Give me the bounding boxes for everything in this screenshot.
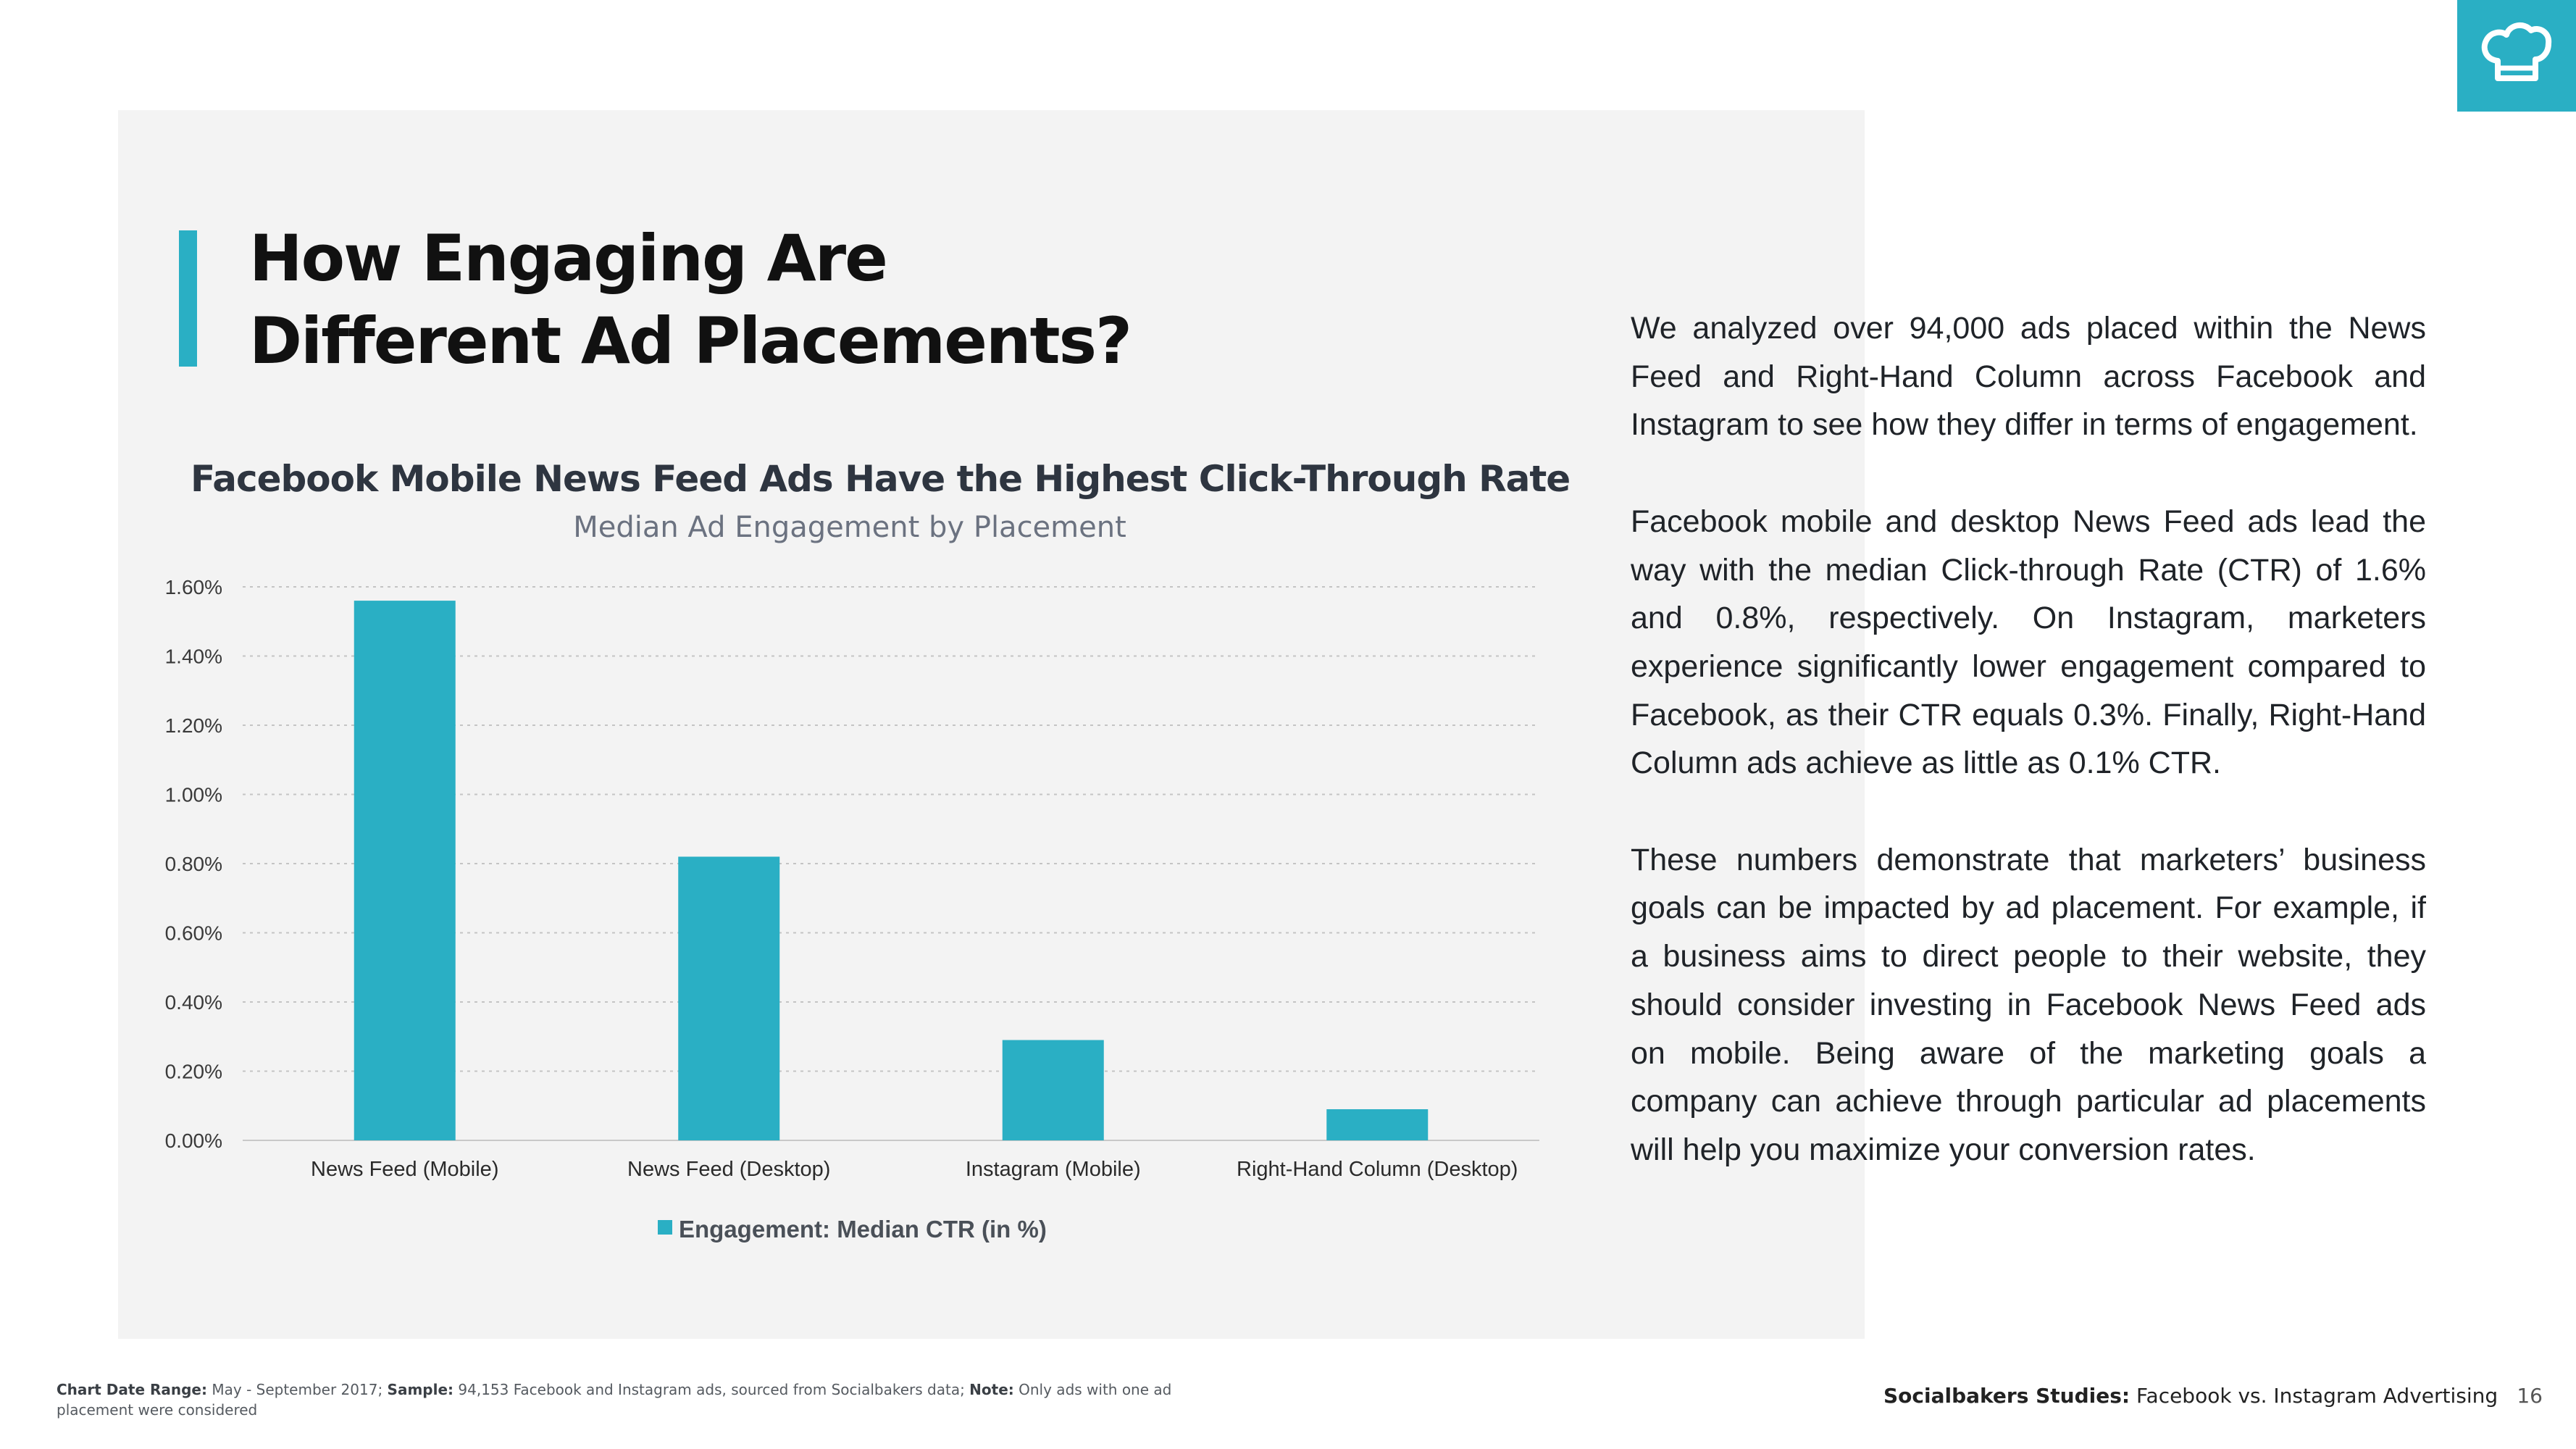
chart-subtitle: Median Ad Engagement by Placement (573, 511, 1126, 544)
body-text: We analyzed over 94,000 ads placed withi… (1631, 304, 2426, 1222)
page-number: 16 (2517, 1384, 2543, 1408)
y-tick-label: 1.40% (165, 646, 222, 668)
chart-bar (1002, 1040, 1104, 1140)
page-title: How Engaging Are Different Ad Placements… (249, 217, 1263, 383)
y-tick-label: 1.60% (165, 576, 222, 598)
chart-legend: Engagement: Median CTR (in %) (658, 1216, 1047, 1243)
y-tick-label: 1.00% (165, 784, 222, 806)
footnote-sample-label: Sample: (387, 1381, 454, 1398)
y-tick-label: 0.80% (165, 853, 222, 875)
brand-logo[interactable] (2457, 0, 2576, 112)
y-tick-label: 0.40% (165, 991, 222, 1014)
chart-bar (678, 856, 780, 1140)
chart-y-axis-ticks: 0.00% 0.20% 0.40% 0.60% 0.80% 1.00% 1.20% 1.40%… (165, 576, 222, 1152)
chart-title: Facebook Mobile News Feed Ads Have the H… (191, 458, 1571, 500)
chart-footnote: Chart Date Range: May - September 2017; … (57, 1379, 1245, 1420)
x-tick-label: News Feed (Mobile) (311, 1158, 498, 1181)
x-tick-label: Instagram (Mobile) (966, 1158, 1141, 1181)
chart-x-axis-labels: News Feed (Mobile) News Feed (Desktop) Ins… (311, 1158, 1518, 1181)
page-title-line-1: How Engaging Are (249, 221, 888, 296)
legend-swatch (658, 1220, 672, 1235)
chef-hat-icon (2481, 22, 2552, 81)
footer-source: Socialbakers Studies: Facebook vs. Insta… (1883, 1384, 2498, 1408)
x-tick-label: News Feed (Desktop) (627, 1158, 830, 1181)
footnote-sample-value: 94,153 Facebook and Instagram ads, sourc… (453, 1381, 970, 1398)
title-accent-bar (179, 230, 197, 367)
page-title-line-2: Different Ad Placements? (249, 304, 1132, 378)
legend-label: Engagement: Median CTR (in %) (679, 1216, 1047, 1243)
body-paragraph-3: These numbers demonstrate that marketers… (1631, 842, 2426, 1167)
footer-brand: Socialbakers Studies: (1883, 1384, 2130, 1408)
chart-bars (354, 601, 1429, 1140)
x-tick-label: Right-Hand Column (Desktop) (1237, 1158, 1518, 1181)
footnote-note-label: Note: (969, 1381, 1014, 1398)
footnote-range-value: May - September 2017; (207, 1381, 388, 1398)
y-tick-label: 0.20% (165, 1061, 222, 1083)
y-tick-label: 1.20% (165, 714, 222, 737)
body-paragraph-1: We analyzed over 94,000 ads placed withi… (1631, 311, 2426, 443)
body-paragraph-2: Facebook mobile and desktop News Feed ad… (1631, 504, 2426, 781)
footnote-range-label: Chart Date Range: (57, 1381, 207, 1398)
chart-gridlines (243, 586, 1539, 1141)
chart-bar (354, 601, 456, 1140)
y-tick-label: 0.00% (165, 1129, 222, 1152)
chart-bar (1326, 1109, 1429, 1140)
footer-subtitle: Facebook vs. Instagram Advertising (2130, 1384, 2498, 1408)
footnote-note-value: Only ads with one ad placement were cons… (57, 1381, 1172, 1419)
y-tick-label: 0.60% (165, 922, 222, 945)
